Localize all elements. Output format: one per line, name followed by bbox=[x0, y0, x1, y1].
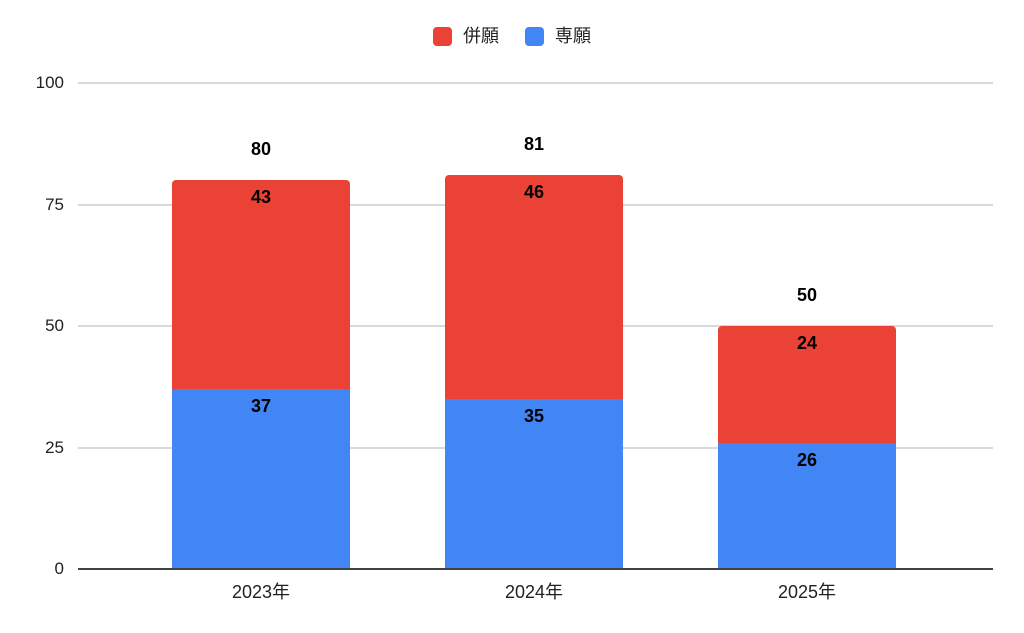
segment-value-label: 35 bbox=[523, 405, 545, 426]
x-axis-label: 2023年 bbox=[231, 582, 291, 602]
segment-value-label: 43 bbox=[250, 187, 272, 208]
plot-area: 37 43 80 35 46 81 26 24 50 bbox=[78, 82, 993, 570]
x-axis-label: 2024年 bbox=[504, 582, 564, 602]
chart-legend: 併願 専願 bbox=[0, 27, 1024, 46]
y-tick-label: 0 bbox=[54, 559, 64, 578]
bar-segment: 26 bbox=[718, 442, 896, 569]
legend-item-sengan: 専願 bbox=[525, 27, 591, 46]
legend-item-heigan: 併願 bbox=[433, 27, 499, 46]
segment-value-label: 24 bbox=[796, 333, 818, 354]
x-axis-line bbox=[78, 568, 993, 570]
segment-value-label: 26 bbox=[796, 449, 818, 470]
legend-label-heigan: 併願 bbox=[463, 26, 499, 46]
x-axis: 2023年 2024年 2025年 bbox=[78, 578, 993, 608]
x-axis-label: 2025年 bbox=[777, 582, 837, 602]
bar-segment: 37 bbox=[172, 389, 350, 569]
legend-swatch-red bbox=[433, 27, 452, 46]
bar-segment: 24 bbox=[718, 326, 896, 443]
legend-swatch-blue bbox=[525, 27, 544, 46]
bar-segment: 35 bbox=[445, 398, 623, 569]
bar-segment: 43 bbox=[172, 180, 350, 390]
y-axis: 0 25 50 75 100 bbox=[0, 73, 64, 578]
total-label: 80 bbox=[250, 138, 272, 159]
total-label: 50 bbox=[796, 284, 818, 305]
gridline bbox=[78, 82, 993, 84]
total-label: 81 bbox=[523, 133, 545, 154]
bar-segment: 46 bbox=[445, 175, 623, 399]
legend-label-sengan: 専願 bbox=[555, 26, 591, 46]
y-tick-label: 75 bbox=[45, 194, 64, 214]
segment-value-label: 37 bbox=[250, 396, 272, 417]
y-tick-label: 50 bbox=[45, 316, 64, 335]
segment-value-label: 46 bbox=[523, 182, 545, 203]
y-tick-label: 25 bbox=[45, 437, 64, 457]
y-tick-label: 100 bbox=[35, 73, 64, 92]
